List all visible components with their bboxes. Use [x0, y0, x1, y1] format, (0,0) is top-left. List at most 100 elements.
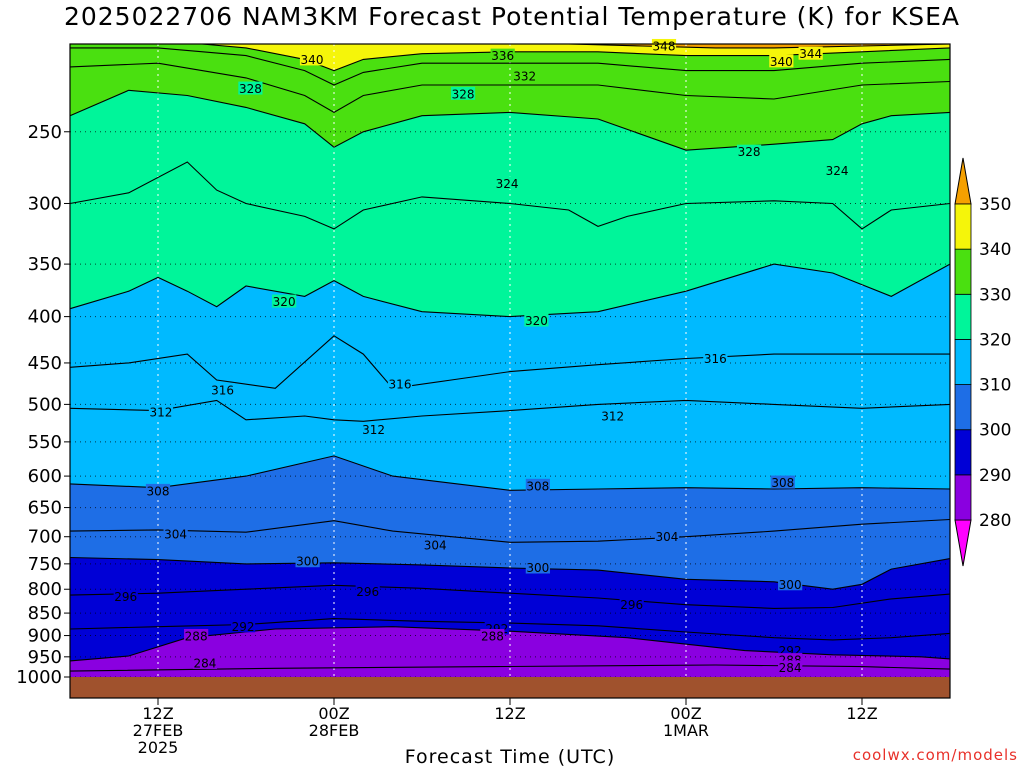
- contour-label: 300: [296, 555, 319, 569]
- x-tick-label: 28FEB: [309, 721, 360, 740]
- contour-label-bg: [145, 483, 171, 497]
- x-tick-label: 12Z: [142, 704, 173, 723]
- contour-label-bg: [163, 526, 188, 540]
- contour-label: 336: [491, 49, 514, 63]
- contour-label-bg: [423, 538, 448, 552]
- x-tick-label: 1MAR: [663, 721, 709, 740]
- colorbar-tick-label: 330: [979, 285, 1011, 305]
- contour-label: 344: [799, 47, 822, 61]
- contour-line-328: [69, 89, 951, 151]
- contour-label-bg: [651, 38, 677, 52]
- contour-label-bg: [450, 86, 476, 100]
- contour-label: 292: [232, 620, 255, 634]
- colorbar-tick-label: 340: [979, 240, 1011, 260]
- contour-label: 328: [452, 87, 475, 101]
- colorbar-top-arrow: [954, 157, 972, 205]
- contour-label-bg: [524, 313, 549, 327]
- contour-line-296: [69, 584, 951, 609]
- credit-text: coolwx.com/models: [852, 746, 1018, 764]
- contour-label: 288: [481, 629, 504, 643]
- colorbar-bin-320: [954, 293, 972, 340]
- chart-title: 2025022706 NAM3KM Forecast Potential Tem…: [63, 2, 961, 31]
- contour-line-324: [69, 161, 951, 230]
- contour-label-bg: [619, 597, 644, 611]
- contour-label: 296: [356, 585, 379, 599]
- contour-label: 284: [193, 656, 216, 670]
- colorbar-bin-330: [954, 248, 972, 295]
- contour-label: 332: [513, 70, 536, 84]
- colorbar-bin-290: [954, 429, 972, 476]
- contour-label-bg: [490, 48, 515, 62]
- contour-label-bg: [238, 81, 263, 95]
- contour-label: 288: [185, 629, 208, 643]
- contour-label: 340: [770, 55, 793, 69]
- filled-bands: [70, 44, 950, 678]
- y-tick-label: 600: [28, 466, 62, 487]
- contour-label-bg: [148, 405, 174, 419]
- colorbar-tick-label: 300: [979, 421, 1011, 441]
- contour-line-284: [69, 664, 951, 672]
- contour-line-344: [568, 43, 951, 49]
- contour-label-bg: [824, 163, 850, 177]
- contour-line-304: [69, 518, 951, 543]
- colorbar-tick-label: 280: [979, 511, 1011, 531]
- colorbar-tick-label: 320: [979, 330, 1011, 350]
- contour-label-bg: [494, 176, 520, 190]
- colorbar-bottom-arrow: [954, 519, 972, 567]
- x-tick-label: 12Z: [846, 704, 877, 723]
- contour-label: 348: [653, 39, 676, 53]
- contour-label: 304: [424, 539, 447, 553]
- contour-label-bg: [600, 409, 625, 423]
- contour-label: 316: [389, 378, 412, 392]
- contour-label-bg: [525, 560, 550, 574]
- band-fill-lowest: [70, 665, 950, 677]
- contour-label-bg: [184, 628, 209, 642]
- contour-labels: 348 344 340 340 336 332 328 328 328 324 324 320 320 3…: [113, 38, 850, 675]
- contour-label-bg: [355, 584, 380, 598]
- colorbar: 280 290 300 310 320 330 340 350: [954, 157, 1011, 567]
- contour-label-bg: [769, 54, 794, 68]
- contour-label: 296: [620, 598, 643, 612]
- contour-label: 284: [779, 661, 802, 675]
- contour-label: 320: [525, 314, 548, 328]
- colorbar-tick-label: 290: [979, 466, 1011, 486]
- contour-label-bg: [654, 529, 680, 543]
- x-tick-label: 00Z: [318, 704, 349, 723]
- contour-label: 308: [526, 479, 549, 493]
- contour-label: 312: [601, 410, 624, 424]
- contour-label: 324: [496, 177, 519, 191]
- contour-label: 308: [147, 484, 170, 498]
- colorbar-tick-label: 350: [979, 195, 1011, 215]
- contour-label: 312: [362, 423, 385, 437]
- contour-label-bg: [272, 294, 297, 308]
- contour-label-bg: [387, 377, 413, 391]
- contour-label: 304: [164, 527, 187, 541]
- y-tick-label: 400: [28, 307, 62, 328]
- contour-label-bg: [525, 478, 550, 492]
- terrain: [70, 677, 950, 698]
- contour-label-bg: [778, 660, 803, 674]
- contour-line-312: [69, 399, 951, 422]
- contour-label-bg: [230, 619, 256, 633]
- y-axis: 2503003504004505005506006507007508008509…: [16, 122, 70, 688]
- contour-label-bg: [512, 69, 537, 83]
- x-tick-label: 12Z: [494, 704, 525, 723]
- contour-label: 316: [704, 352, 727, 366]
- x-axis-label: Forecast Time (UTC): [404, 746, 616, 768]
- y-tick-label: 500: [28, 394, 62, 415]
- y-tick-label: 900: [28, 626, 62, 647]
- contour-line-320: [69, 263, 951, 318]
- contour-label: 340: [301, 53, 324, 67]
- colorbar-bin-300: [954, 384, 972, 431]
- y-tick-label: 700: [28, 527, 62, 548]
- contour-label-bg: [295, 554, 320, 568]
- contour-label-bg: [736, 144, 762, 158]
- contour-line-288: [69, 626, 951, 662]
- y-tick-label: 550: [28, 432, 62, 453]
- y-tick-label: 850: [28, 603, 62, 624]
- contour-line-332: [69, 62, 951, 114]
- colorbar-bin-280: [954, 474, 972, 521]
- contour-label-bg: [299, 52, 325, 66]
